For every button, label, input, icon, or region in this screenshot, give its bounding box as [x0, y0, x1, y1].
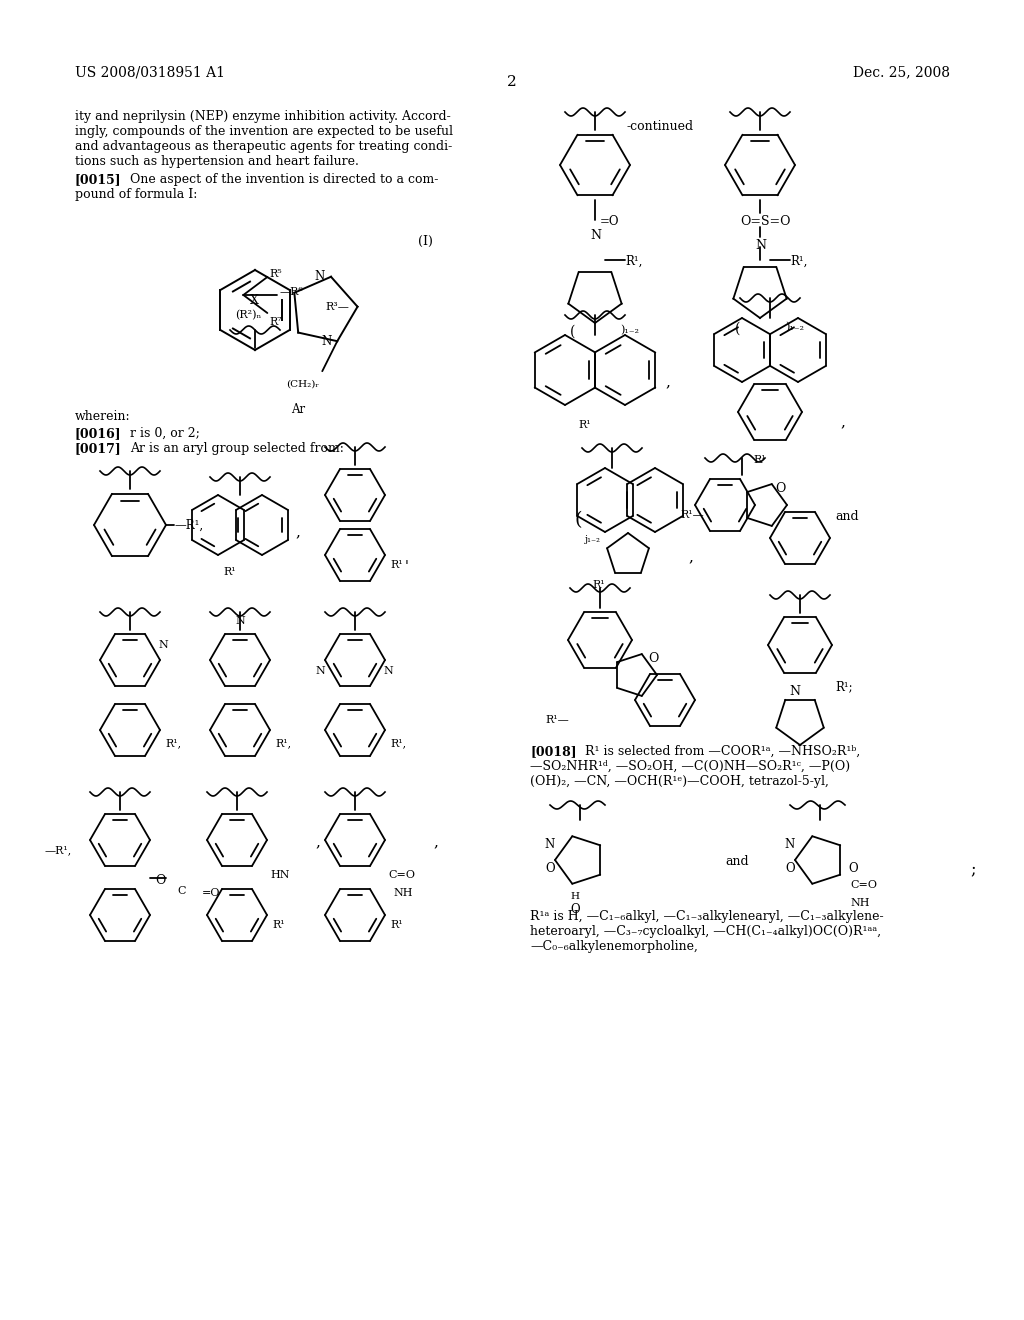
Text: US 2008/0318951 A1: US 2008/0318951 A1	[75, 65, 225, 79]
Text: R¹;: R¹;	[835, 680, 853, 693]
Text: R¹: R¹	[390, 920, 402, 931]
Text: ity and neprilysin (NEP) enzyme inhibition activity. Accord-: ity and neprilysin (NEP) enzyme inhibiti…	[75, 110, 451, 123]
Text: (: (	[735, 322, 740, 337]
Text: R⁵: R⁵	[269, 269, 282, 279]
Text: X: X	[250, 293, 259, 306]
Text: R³—: R³—	[326, 302, 349, 312]
Text: O: O	[155, 874, 165, 887]
Text: R¹: R¹	[223, 568, 237, 577]
Text: N: N	[784, 838, 795, 851]
Text: ;: ;	[970, 861, 976, 876]
Text: )₁₋₂: )₁₋₂	[785, 322, 804, 333]
Text: R¹—: R¹—	[680, 510, 703, 520]
Text: ': '	[406, 560, 409, 574]
Text: j₁₋₂: j₁₋₂	[585, 535, 601, 544]
Text: 2: 2	[507, 75, 517, 88]
Text: N: N	[315, 667, 325, 676]
Text: O: O	[848, 862, 858, 875]
Text: O: O	[570, 903, 580, 916]
Text: N: N	[158, 640, 168, 649]
Text: R¹: R¹	[754, 455, 766, 465]
Text: —R¹,: —R¹,	[45, 845, 73, 855]
Text: O: O	[545, 862, 555, 875]
Text: R¹: R¹	[592, 579, 604, 590]
Text: R¹,: R¹,	[275, 738, 291, 748]
Text: (: (	[575, 511, 583, 529]
Text: ,: ,	[840, 414, 845, 429]
Text: [0016]: [0016]	[75, 426, 122, 440]
Text: NH: NH	[850, 898, 869, 908]
Text: N: N	[383, 667, 393, 676]
Text: —R¹,: —R¹,	[174, 519, 203, 532]
Text: O: O	[775, 482, 785, 495]
Text: ,: ,	[433, 836, 438, 849]
Text: —C₀₋₆alkylenemorpholine,: —C₀₋₆alkylenemorpholine,	[530, 940, 698, 953]
Text: ,: ,	[665, 375, 670, 389]
Text: =O: =O	[600, 215, 620, 228]
Text: (OH)₂, —CN, —OCH(R¹ᵉ)—COOH, tetrazol-5-yl,: (OH)₂, —CN, —OCH(R¹ᵉ)—COOH, tetrazol-5-y…	[530, 775, 828, 788]
Text: Ar: Ar	[291, 403, 305, 416]
Text: R¹,: R¹,	[790, 255, 807, 268]
Text: heteroaryl, —C₃₋₇cycloalkyl, —CH(C₁₋₄alkyl)OC(O)R¹ᵃᵃ,: heteroaryl, —C₃₋₇cycloalkyl, —CH(C₁₋₄alk…	[530, 925, 881, 939]
Text: R¹: R¹	[390, 560, 402, 570]
Text: R¹ᵃ is H, —C₁₋₆alkyl, —C₁₋₃alkylenearyl, —C₁₋₃alkylene-: R¹ᵃ is H, —C₁₋₆alkyl, —C₁₋₃alkylenearyl,…	[530, 909, 884, 923]
Text: N: N	[236, 616, 245, 626]
Text: r is 0, or 2;: r is 0, or 2;	[130, 426, 200, 440]
Text: —SO₂NHR¹ᵈ, —SO₂OH, —C(O)NH—SO₂R¹ᶜ, —P(O): —SO₂NHR¹ᵈ, —SO₂OH, —C(O)NH—SO₂R¹ᶜ, —P(O)	[530, 760, 850, 774]
Text: and: and	[725, 855, 749, 869]
Text: tions such as hypertension and heart failure.: tions such as hypertension and heart fai…	[75, 154, 358, 168]
Text: C=O: C=O	[850, 880, 877, 890]
Text: (: (	[570, 325, 575, 339]
Text: R¹,: R¹,	[165, 738, 181, 748]
Text: [0015]: [0015]	[75, 173, 122, 186]
Text: Dec. 25, 2008: Dec. 25, 2008	[853, 65, 950, 79]
Text: O: O	[648, 652, 658, 665]
Text: Ar is an aryl group selected from:: Ar is an aryl group selected from:	[130, 442, 344, 455]
Text: wherein:: wherein:	[75, 411, 131, 422]
Text: O=S=O: O=S=O	[740, 215, 791, 228]
Text: N: N	[321, 335, 332, 347]
Text: One aspect of the invention is directed to a com-: One aspect of the invention is directed …	[130, 173, 438, 186]
Text: R¹,: R¹,	[625, 255, 642, 268]
Text: [0018]: [0018]	[530, 744, 577, 758]
Text: N: N	[755, 239, 766, 252]
Text: ingly, compounds of the invention are expected to be useful: ingly, compounds of the invention are ex…	[75, 125, 453, 139]
Text: R¹ is selected from —COOR¹ᵃ, —NHSO₂R¹ᵇ,: R¹ is selected from —COOR¹ᵃ, —NHSO₂R¹ᵇ,	[585, 744, 860, 758]
Text: R⁷: R⁷	[269, 317, 282, 327]
Text: O: O	[785, 862, 795, 875]
Text: C: C	[178, 886, 186, 895]
Text: HN: HN	[270, 870, 290, 879]
Text: (CH₂)ᵣ: (CH₂)ᵣ	[287, 379, 319, 388]
Text: )₁₋₂: )₁₋₂	[620, 325, 639, 335]
Text: pound of formula I:: pound of formula I:	[75, 187, 198, 201]
Text: H: H	[570, 892, 580, 902]
Text: C=O: C=O	[388, 870, 415, 879]
Text: N: N	[790, 685, 801, 698]
Text: (I): (I)	[418, 235, 433, 248]
Text: and: and	[835, 510, 859, 523]
Text: N: N	[590, 228, 601, 242]
Text: R¹—: R¹—	[545, 715, 568, 725]
Text: ,: ,	[295, 525, 300, 539]
Text: N: N	[545, 838, 555, 851]
Text: [0017]: [0017]	[75, 442, 122, 455]
Text: =O: =O	[202, 887, 220, 898]
Text: NH: NH	[393, 887, 413, 898]
Text: R¹: R¹	[579, 420, 591, 430]
Text: R¹,: R¹,	[390, 738, 407, 748]
Text: ,: ,	[688, 550, 693, 564]
Text: R¹: R¹	[272, 920, 285, 931]
Text: (R²)ₙ: (R²)ₙ	[234, 310, 261, 319]
Text: ,: ,	[315, 836, 319, 849]
Text: —R⁶: —R⁶	[280, 286, 303, 297]
Text: and advantageous as therapeutic agents for treating condi-: and advantageous as therapeutic agents f…	[75, 140, 453, 153]
Text: -continued: -continued	[627, 120, 693, 133]
Text: N: N	[314, 271, 325, 284]
